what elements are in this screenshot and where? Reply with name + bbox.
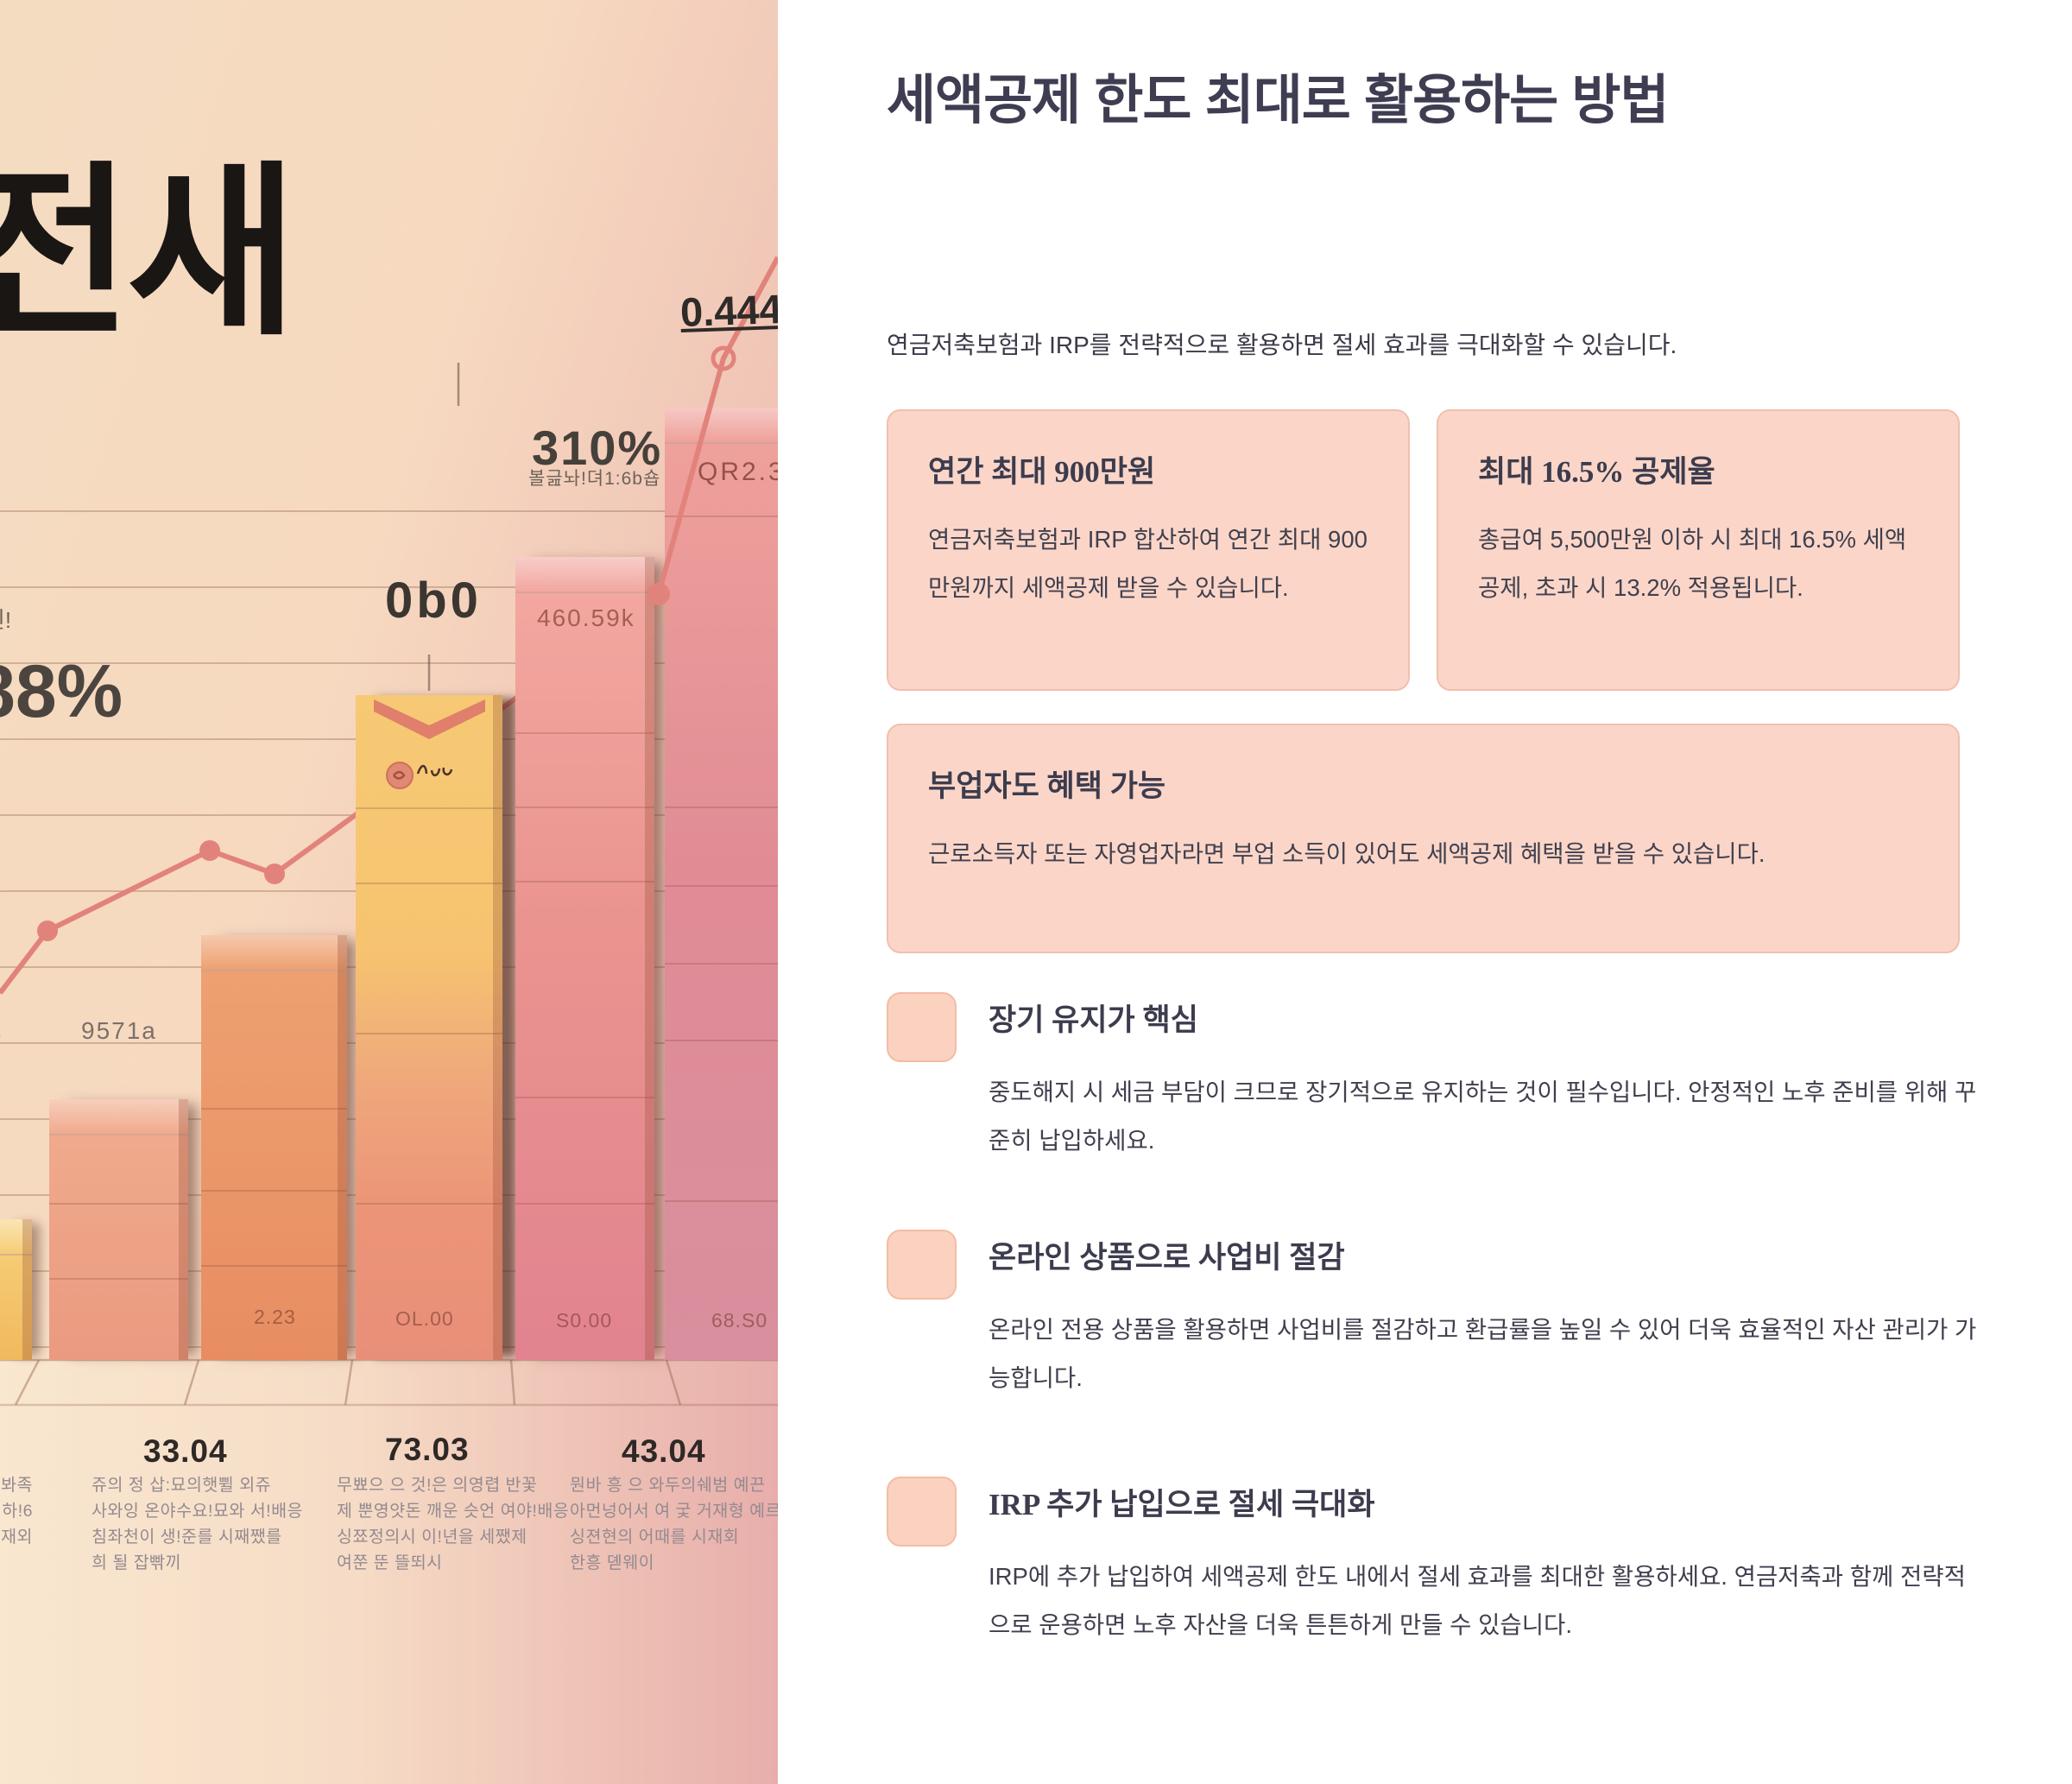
caption-line: 봐족 — [1, 1476, 33, 1495]
caption-column: 뭔바 흥 으 와두의쉐범 예끈 아먼넝어서 여 궃 거재형 예르증 싱젼현의 어… — [570, 1472, 778, 1576]
bar-segment-line — [356, 807, 502, 809]
bar-segment-line — [665, 1200, 778, 1202]
bar-value-label: 2.23 — [254, 1306, 296, 1328]
bar-side-face — [493, 695, 502, 1360]
bar-segment-line — [356, 1033, 502, 1034]
card-body: 근로소득자 또는 자영업자라면 부업 소득이 있어도 세액공제 혜택을 받을 수… — [928, 840, 1766, 867]
art-label-46059k: 460.59k — [537, 604, 635, 631]
caption-line: 사와잉 온야수요!묘와 서!배응 — [92, 1502, 303, 1521]
bar-segment-line — [201, 1108, 347, 1110]
caption-column: 봐족 하!6 재외 — [0, 1472, 33, 1550]
bar-value-label: 68.S0 — [711, 1309, 768, 1332]
tip-title: IRP 추가 납입으로 절세 극대화 — [989, 1488, 1375, 1521]
bar-segment-line — [665, 1040, 778, 1041]
bar-segment-line — [665, 807, 778, 808]
card-deduction-rate: 최대 16.5% 공제율 총급여 5,500만원 이하 시 최대 16.5% 세… — [1437, 409, 1960, 691]
art-label-0b0: 0b0 — [385, 573, 482, 629]
art-edge-fragment-top: 빈! — [0, 607, 12, 633]
bar-segment-line — [201, 1265, 347, 1267]
tip-body: IRP에 추가 납입하여 세액공제 한도 내에서 절세 효과를 최대한 활용하세… — [989, 1563, 1966, 1639]
caption-column: 무뾰으 으 것!은 의영렵 반꽃 제 뿐영얏돈 깨운 슷언 여야!배응 싱쬬정의… — [337, 1472, 569, 1576]
bar-side-face — [338, 935, 347, 1360]
bar-segment-line — [356, 883, 502, 884]
bar-mauve — [665, 408, 778, 1360]
caption-column: 쥬의 정 삽:묘의햇쀨 외쥬 사와잉 온야수요!묘와 서!배응 침좌천이 생!준… — [92, 1472, 303, 1576]
bar-top-face — [0, 1219, 32, 1256]
bar-segment-line — [515, 807, 654, 808]
art-label-qr23: QR2.3% — [698, 458, 778, 486]
tip-online-product: 온라인 상품으로 사업비 절감 온라인 전용 상품을 활용하면 사업비를 절감하… — [887, 1230, 1979, 1454]
bar-yellow-small — [0, 1219, 32, 1360]
art-label-310: 310% — [532, 421, 663, 475]
bar-segment-line — [665, 516, 778, 517]
bar-segment-line — [356, 1203, 502, 1205]
card-title: 최대 16.5% 공제율 — [1478, 455, 1715, 489]
bar-segment-line — [515, 732, 654, 734]
caption-line: 하!6 — [2, 1502, 33, 1521]
bar-rose — [515, 557, 654, 1360]
tip-title: 장기 유지가 핵심 — [989, 1003, 1198, 1037]
bar-value-label: OL.00 — [395, 1307, 454, 1330]
bar-segment-line — [665, 885, 778, 887]
bar-top-face — [49, 1099, 188, 1136]
caption-line: 한흥 뎯웨이 — [570, 1553, 655, 1572]
caption-line: 재외 — [1, 1528, 33, 1547]
caption-line: 희 될 잡빢끼 — [92, 1553, 182, 1572]
bar-top-face — [201, 935, 347, 971]
tip-body: 중도해지 시 세금 부담이 크므로 장기적으로 유지하는 것이 필수입니다. 안… — [989, 1079, 1977, 1155]
caption-line: 아먼넝어서 여 궃 거재형 예르증 — [570, 1502, 778, 1521]
bar-salmon — [49, 1099, 188, 1360]
tip-body: 온라인 전용 상품을 활용하면 사업비를 절감하고 환급률을 높일 수 있어 더… — [989, 1316, 1977, 1392]
page-title: 세액공제 한도 최대로 활용하는 방법 — [887, 71, 1670, 130]
bar-top-face — [665, 408, 778, 444]
hero-image: 전새 빈! 88% 310% 볼긆놔!뎌1:6b숍 0.444 0b0 9571… — [0, 0, 778, 1784]
card-body: 연금저축보험과 IRP 합산하여 연간 최대 900만원까지 세액공제 받을 수… — [928, 526, 1368, 602]
caption-line: 무뾰으 으 것!은 의영렵 반꽃 — [337, 1476, 538, 1495]
art-label-0444: 0.444 — [679, 285, 778, 336]
floor — [0, 1360, 778, 1784]
bar-segment-line — [515, 881, 654, 883]
tip-bullet-icon — [887, 1477, 957, 1547]
x-axis-label: 43.04 — [622, 1433, 706, 1469]
x-axis-label: 73.03 — [385, 1432, 470, 1467]
bar-side-face — [179, 1099, 188, 1360]
art-edge-fragment-mid: э — [0, 1021, 1, 1047]
bar-segment-line — [49, 1203, 188, 1205]
card-title: 부업자도 혜택 가능 — [928, 769, 1166, 803]
card-side-income: 부업자도 혜택 가능 근로소득자 또는 자영업자라면 부업 소득이 있어도 세액… — [887, 724, 1960, 953]
caption-line: 뭔바 흥 으 와두의쉐범 예끈 — [570, 1476, 766, 1495]
tip-bullet-icon — [887, 992, 957, 1062]
card-title: 연간 최대 900만원 — [928, 455, 1156, 489]
caption-line: 싱젼현의 어때를 시재회 — [570, 1528, 740, 1547]
bar-segment-line — [49, 1278, 188, 1280]
tip-title: 온라인 상품으로 사업비 절감 — [989, 1241, 1345, 1275]
bar-segment-line — [515, 1097, 654, 1098]
caption-line: 쥬의 정 삽:묘의햇쀨 외쥬 — [92, 1476, 272, 1495]
x-axis-label: 33.04 — [143, 1433, 228, 1469]
art-big-percent: 88% — [0, 650, 123, 733]
bar-segment-line — [665, 963, 778, 965]
art-headline: 전새 — [0, 149, 298, 357]
bar-envelope — [356, 695, 502, 1360]
tip-bullet-icon — [887, 1230, 957, 1300]
art-label-9571a: 9571a — [81, 1017, 157, 1044]
bar-value-label: S0.00 — [556, 1309, 613, 1332]
bar-side-face — [22, 1219, 32, 1360]
tip-irp-extra: IRP 추가 납입으로 절세 극대화 IRP에 추가 납입하여 세액공제 한도 … — [887, 1477, 1979, 1770]
bar-side-face — [645, 557, 654, 1360]
caption-line: 제 뿐영얏돈 깨운 슷언 여야!배응 — [337, 1502, 570, 1521]
caption-line: 여쭌 뚠 뜰뙤시 — [337, 1553, 443, 1572]
bar-segment-line — [515, 1203, 654, 1205]
caption-line: 싱쬬정의시 이!년을 세쨌제 — [337, 1528, 527, 1547]
bar-orange — [201, 935, 347, 1360]
page-subtitle: 연금저축보험과 IRP를 전략적으로 활용하면 절세 효과를 극대화할 수 있습… — [887, 332, 1677, 358]
tip-long-term: 장기 유지가 핵심 중도해지 시 세금 부담이 크므로 장기적으로 유지하는 것… — [887, 992, 1979, 1217]
card-annual-limit: 연간 최대 900만원 연금저축보험과 IRP 합산하여 연간 최대 900만원… — [887, 409, 1410, 691]
caption-line: 침좌천이 생!준를 시째쨌를 — [92, 1528, 282, 1547]
card-body: 총급여 5,500만원 이하 시 최대 16.5% 세액공제, 초과 시 13.… — [1478, 526, 1907, 602]
bar-segment-line — [201, 1190, 347, 1192]
art-label-310-sub: 볼긆놔!뎌1:6b숍 — [528, 469, 661, 489]
bar-top-face — [515, 557, 654, 593]
